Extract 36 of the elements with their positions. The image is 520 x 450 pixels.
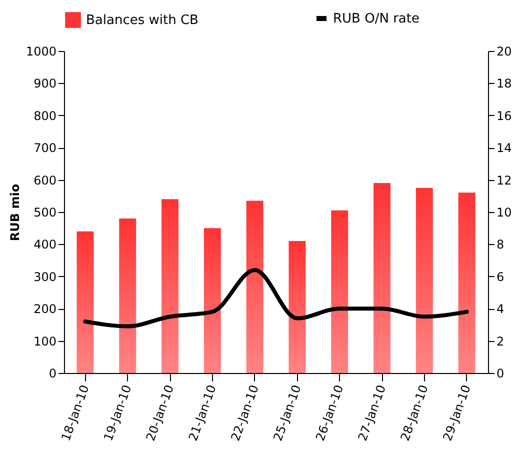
legend-label: RUB O/N rate xyxy=(333,12,420,26)
y-tick-label: 700 xyxy=(34,141,56,156)
y2-tick-label: 2 xyxy=(496,334,504,348)
y-tick-label: 900 xyxy=(34,76,56,91)
bar xyxy=(288,240,306,373)
bar xyxy=(416,188,433,373)
legend-label: Balances with CB xyxy=(86,13,198,28)
y-tick-label: 800 xyxy=(34,108,56,123)
y2-tick-label: 8 xyxy=(496,238,504,252)
bar xyxy=(76,231,94,373)
y-tick-label: 400 xyxy=(34,238,56,252)
y2-tick-label: 0 xyxy=(496,366,504,380)
y-tick-label: 1000 xyxy=(26,44,56,58)
y-tick-label: 200 xyxy=(34,302,56,316)
y2-tick-label: 14 xyxy=(496,141,512,156)
y2-tick-label: 6 xyxy=(496,270,504,284)
line-series xyxy=(83,268,469,328)
bar xyxy=(204,228,221,373)
y2-tick-label: 10 xyxy=(496,206,512,220)
y2-tick-label: 16 xyxy=(496,108,512,123)
y-tick-label: 100 xyxy=(34,334,56,348)
y-tick-label: 600 xyxy=(34,173,56,188)
bar xyxy=(246,200,264,373)
bar xyxy=(374,183,390,373)
y-axis-title: RUB mio xyxy=(8,184,22,242)
y-tick-label: 500 xyxy=(34,206,56,220)
y2-tick-label: 4 xyxy=(496,302,504,316)
y2-tick-label: 12 xyxy=(496,173,512,188)
bar xyxy=(458,192,476,373)
bar xyxy=(331,210,348,373)
bar xyxy=(119,218,136,373)
bar xyxy=(162,199,178,373)
y-tick-label: 300 xyxy=(34,270,56,284)
y2-tick-label: 20 xyxy=(496,44,512,58)
y2-tick-label: 18 xyxy=(496,76,512,91)
y-tick-label: 0 xyxy=(48,366,56,380)
